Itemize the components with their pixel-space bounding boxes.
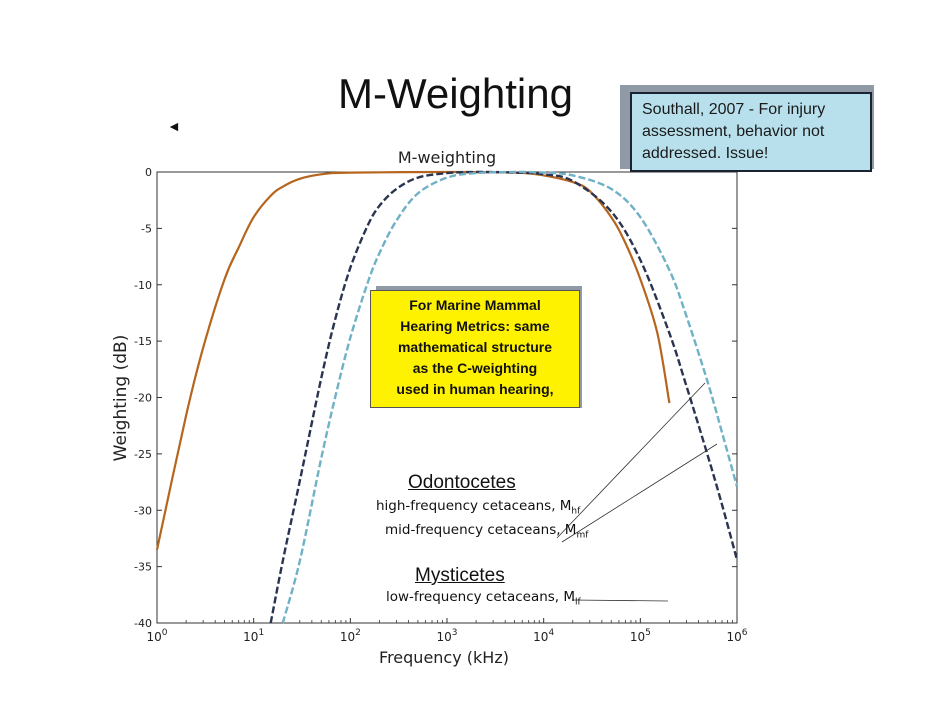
y-tick-label: 0 xyxy=(145,166,152,179)
x-tick-label: 101 xyxy=(243,628,264,644)
hf-series-label: high-frequency cetaceans, Mhf xyxy=(376,498,580,517)
y-tick-label: -15 xyxy=(134,335,152,348)
odontocetes-label: Odontocetes xyxy=(408,472,516,493)
lf-series-label: low-frequency cetaceans, Mlf xyxy=(386,589,581,608)
hf-leader-line xyxy=(556,382,706,539)
x-tick-label: 103 xyxy=(436,628,457,644)
leader-lines xyxy=(556,382,718,602)
x-tick-label: 102 xyxy=(340,628,361,644)
hf-label-sub: hf xyxy=(571,506,581,517)
callout-line: used in human hearing, xyxy=(396,381,554,397)
mf-series-label: mid-frequency cetaceans, Mmf xyxy=(385,522,588,541)
chart-title: M-weighting xyxy=(398,148,496,167)
x-tick-label: 105 xyxy=(630,628,651,644)
series-line-lf xyxy=(155,170,671,550)
callout-line: as the C-weighting xyxy=(412,360,538,376)
x-tick-label: 106 xyxy=(726,628,747,644)
x-axis-label: Frequency (kHz) xyxy=(379,648,509,667)
hf-label-text: high-frequency cetaceans, M xyxy=(376,498,572,514)
y-tick-label: -30 xyxy=(134,504,152,517)
lf-label-text: low-frequency cetaceans, M xyxy=(386,589,576,605)
y-tick-label: -10 xyxy=(134,279,152,292)
mf-label-text: mid-frequency cetaceans, M xyxy=(385,522,577,538)
slide-title: M-Weighting xyxy=(338,70,573,117)
marine-mammal-callout: For Marine Mammal Hearing Metrics: same … xyxy=(370,290,580,408)
back-arrow-icon[interactable]: ◄ xyxy=(167,118,181,134)
y-tick-label: -5 xyxy=(141,222,152,235)
note-line: assessment, behavior not xyxy=(642,123,825,140)
y-tick-label: -20 xyxy=(134,392,152,405)
callout-line: mathematical structure xyxy=(397,339,553,355)
mf-label-sub: mf xyxy=(576,530,589,541)
mysticetes-label: Mysticetes xyxy=(415,565,505,586)
note-line: addressed. Issue! xyxy=(642,145,769,162)
southall-note: Southall, 2007 - For injury assessment, … xyxy=(630,92,872,172)
mf-leader-line xyxy=(561,443,718,543)
lf-label-sub: lf xyxy=(575,597,581,608)
lf-leader-line xyxy=(571,599,669,602)
series-line-hf xyxy=(281,170,739,624)
y-tick-label: -40 xyxy=(134,617,152,630)
note-line: Southall, 2007 - For injury xyxy=(642,101,826,118)
callout-line: For Marine Mammal xyxy=(409,297,541,313)
series-line-mf xyxy=(269,170,739,624)
y-tick-label: -35 xyxy=(134,561,152,574)
x-tick-label: 104 xyxy=(533,628,554,644)
y-axis-label: Weighting (dB) xyxy=(111,335,131,462)
x-tick-label: 100 xyxy=(146,628,167,644)
y-tick-label: -25 xyxy=(134,448,152,461)
callout-line: Hearing Metrics: same xyxy=(400,318,550,334)
